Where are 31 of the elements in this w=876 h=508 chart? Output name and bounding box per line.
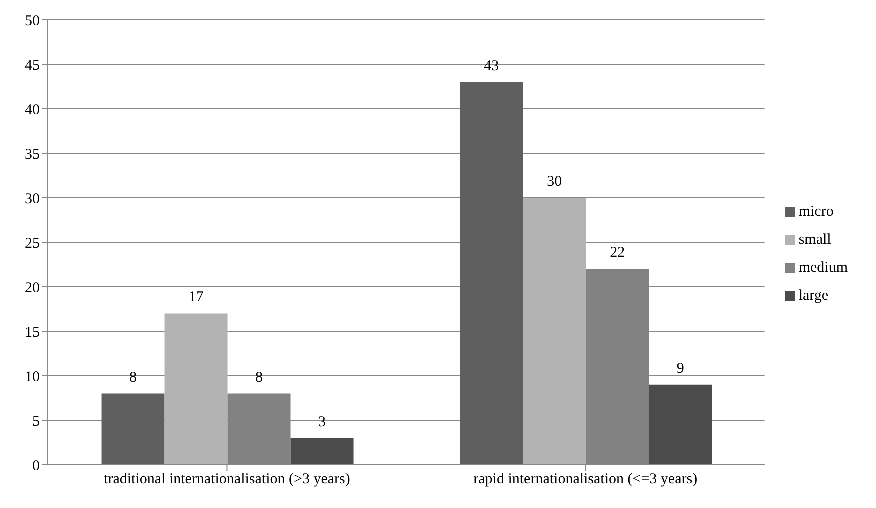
y-tick-label: 5 — [32, 414, 40, 430]
y-tick-label: 20 — [25, 280, 40, 296]
legend-label: large — [798, 288, 829, 304]
x-tick-label: rapid internationalisation (<=3 years) — [474, 472, 698, 488]
bar — [649, 384, 712, 465]
y-tick-label: 15 — [25, 324, 40, 341]
bar — [290, 438, 354, 465]
y-tick-label: 40 — [25, 102, 40, 118]
data-label: 9 — [676, 360, 684, 377]
y-tick-label: 0 — [32, 458, 40, 474]
legend-label: micro — [798, 204, 834, 220]
legend-label: small — [798, 232, 832, 248]
data-label: 8 — [256, 370, 264, 386]
bar — [523, 198, 586, 465]
bar — [164, 314, 228, 465]
y-tick-label: 45 — [25, 58, 40, 74]
y-tick-label: 30 — [25, 191, 40, 208]
data-label: 30 — [547, 174, 562, 190]
data-label: 3 — [318, 414, 326, 430]
y-tick-label: 50 — [25, 13, 40, 30]
data-label: 43 — [484, 58, 500, 74]
y-tick-label: 25 — [25, 236, 40, 252]
bar — [460, 82, 524, 465]
x-tick-label: traditional internationalisation (>3 years) — [104, 472, 350, 488]
data-label: 8 — [130, 370, 138, 386]
y-tick-label: 35 — [25, 146, 40, 163]
bar — [102, 394, 165, 465]
data-label: 22 — [610, 245, 626, 262]
y-tick-label: 10 — [25, 369, 40, 386]
legend-label: medium — [798, 260, 848, 276]
data-label: 17 — [188, 290, 204, 306]
